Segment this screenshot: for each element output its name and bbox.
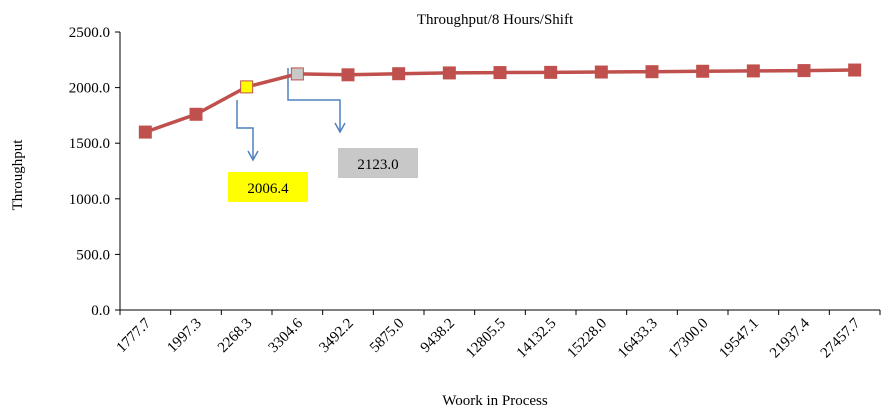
marker xyxy=(442,66,456,80)
data-label: 2123.0 xyxy=(357,157,398,173)
callout-arrow xyxy=(287,68,341,132)
x-tick-label: 1777.7 xyxy=(114,315,155,356)
x-tick-label: 12805.5 xyxy=(463,316,509,362)
x-tick-label: 3492.2 xyxy=(316,316,356,356)
x-tick-label: 16433.3 xyxy=(615,316,661,362)
marker xyxy=(848,63,862,77)
y-tick-label: 1000.0 xyxy=(69,192,110,208)
marker xyxy=(746,64,760,78)
x-tick-label: 1997.3 xyxy=(164,316,204,356)
marker xyxy=(645,65,659,79)
marker xyxy=(797,64,811,78)
x-tick-label: 15228.0 xyxy=(564,316,610,362)
y-tick-label: 500.0 xyxy=(76,247,110,263)
marker xyxy=(544,65,558,79)
x-tick-label: 14132.5 xyxy=(514,316,560,362)
marker xyxy=(138,125,152,139)
y-tick-label: 2000.0 xyxy=(69,81,110,97)
x-tick-label: 3304.6 xyxy=(266,315,307,356)
x-tick-label: 21937.4 xyxy=(767,315,813,361)
marker xyxy=(493,66,507,80)
y-tick-label: 0.0 xyxy=(91,303,110,319)
x-tick-label: 19547.1 xyxy=(716,316,762,362)
x-tick-label: 27457.7 xyxy=(818,315,864,361)
arrow-head xyxy=(334,122,346,134)
marker xyxy=(341,68,355,82)
x-tick-label: 2268.3 xyxy=(215,316,255,356)
marker xyxy=(189,107,203,121)
x-tick-label: 5875.0 xyxy=(367,316,407,356)
chart-title: Throughput/8 Hours/Shift xyxy=(417,12,574,28)
y-axis-label: Throughput xyxy=(10,139,26,211)
callout-arrow xyxy=(236,100,254,160)
x-tick-label: 17300.0 xyxy=(666,316,712,362)
label-box xyxy=(228,172,308,202)
y-tick-label: 2500.0 xyxy=(69,25,110,41)
series-line xyxy=(144,68,855,134)
marker xyxy=(696,64,710,78)
marker xyxy=(290,67,304,81)
x-axis-label: Woork in Process xyxy=(442,393,548,409)
marker xyxy=(392,67,406,81)
y-tick-label: 1500.0 xyxy=(69,136,110,152)
arrow-head xyxy=(247,150,259,162)
x-tick-label: 9438.2 xyxy=(418,316,458,356)
marker xyxy=(594,65,608,79)
label-box xyxy=(338,148,418,178)
marker xyxy=(240,80,254,94)
data-label: 2006.4 xyxy=(247,181,289,197)
